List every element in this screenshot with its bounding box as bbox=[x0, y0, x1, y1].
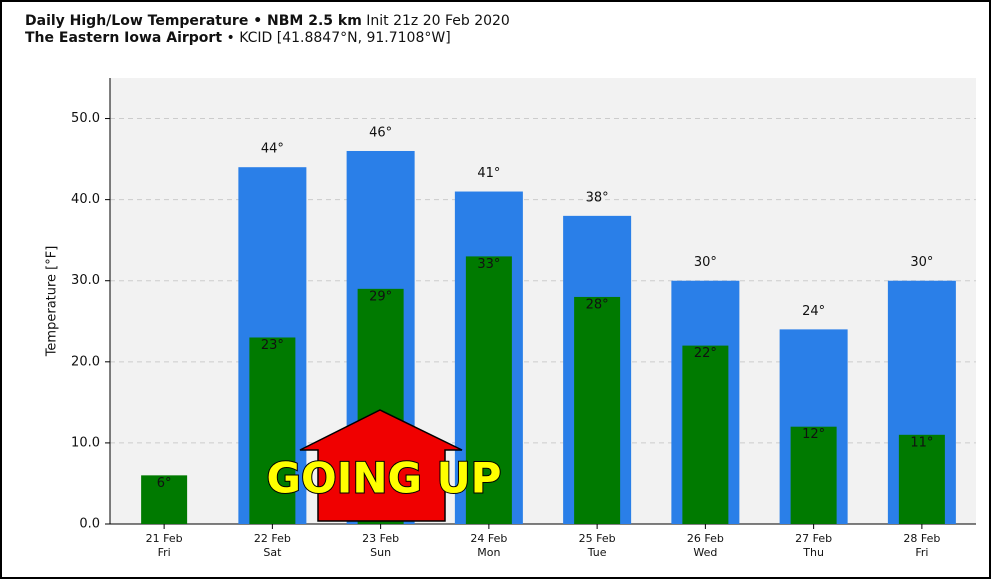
y-tick-label: 20.0 bbox=[71, 354, 100, 369]
x-tick-sublabel: Sat bbox=[263, 546, 282, 559]
x-tick-label: 24 Feb bbox=[470, 532, 507, 545]
value-label: 6° bbox=[157, 476, 172, 491]
x-tick-label: 23 Feb bbox=[362, 532, 399, 545]
x-tick-label: 27 Feb bbox=[795, 532, 832, 545]
bar bbox=[574, 296, 621, 524]
value-label: 46° bbox=[369, 125, 392, 140]
y-tick-label: 10.0 bbox=[71, 435, 100, 450]
value-label: 44° bbox=[261, 142, 284, 157]
y-tick-label: 0.0 bbox=[79, 517, 100, 532]
y-axis-label: Temperature [°F] bbox=[45, 246, 60, 358]
chart-subtitle: The Eastern Iowa Airport • KCID [41.8847… bbox=[25, 30, 451, 46]
value-label: 30° bbox=[694, 255, 717, 270]
x-tick-sublabel: Mon bbox=[477, 546, 500, 559]
x-tick-sublabel: Fri bbox=[158, 546, 171, 559]
y-tick-label: 30.0 bbox=[71, 273, 100, 288]
annotation-text: GOING UP bbox=[267, 454, 502, 503]
subtitle: The Eastern Iowa Airport bbox=[25, 30, 222, 46]
value-label: 41° bbox=[477, 166, 500, 181]
subtitle-note: • KCID [41.8847°N, 91.7108°W] bbox=[226, 30, 450, 46]
value-label: 12° bbox=[802, 427, 825, 442]
x-tick-label: 26 Feb bbox=[687, 532, 724, 545]
bar bbox=[790, 426, 837, 524]
x-tick-label: 22 Feb bbox=[254, 532, 291, 545]
bar bbox=[898, 434, 945, 524]
value-label: 23° bbox=[261, 338, 284, 353]
value-label: 33° bbox=[477, 257, 500, 272]
annotation: GOING UP bbox=[266, 409, 502, 522]
x-tick-sublabel: Wed bbox=[693, 546, 717, 559]
x-tick-label: 28 Feb bbox=[903, 532, 940, 545]
value-label: 28° bbox=[586, 297, 609, 312]
y-tick-label: 50.0 bbox=[71, 111, 100, 126]
x-tick-sublabel: Fri bbox=[915, 546, 928, 559]
y-tick-label: 40.0 bbox=[71, 192, 100, 207]
value-label: 38° bbox=[586, 190, 609, 205]
bar bbox=[249, 337, 296, 524]
x-tick-sublabel: Tue bbox=[587, 546, 607, 559]
value-label: 11° bbox=[910, 435, 933, 450]
value-label: 29° bbox=[369, 289, 392, 304]
value-label: 24° bbox=[802, 304, 825, 319]
arrow bbox=[299, 409, 463, 522]
x-tick-sublabel: Sun bbox=[370, 546, 391, 559]
chart-title: Daily High/Low Temperature • NBM 2.5 km … bbox=[25, 13, 510, 29]
bar bbox=[682, 345, 729, 524]
bar bbox=[141, 475, 188, 524]
value-label: 30° bbox=[910, 255, 933, 270]
title-note: Init 21z 20 Feb 2020 bbox=[366, 13, 510, 29]
x-tick-label: 25 Feb bbox=[579, 532, 616, 545]
bar bbox=[465, 256, 512, 524]
x-tick-label: 21 Feb bbox=[146, 532, 183, 545]
value-label: 22° bbox=[694, 346, 717, 361]
x-tick-sublabel: Thu bbox=[802, 546, 824, 559]
title: Daily High/Low Temperature • NBM 2.5 km bbox=[25, 13, 362, 29]
